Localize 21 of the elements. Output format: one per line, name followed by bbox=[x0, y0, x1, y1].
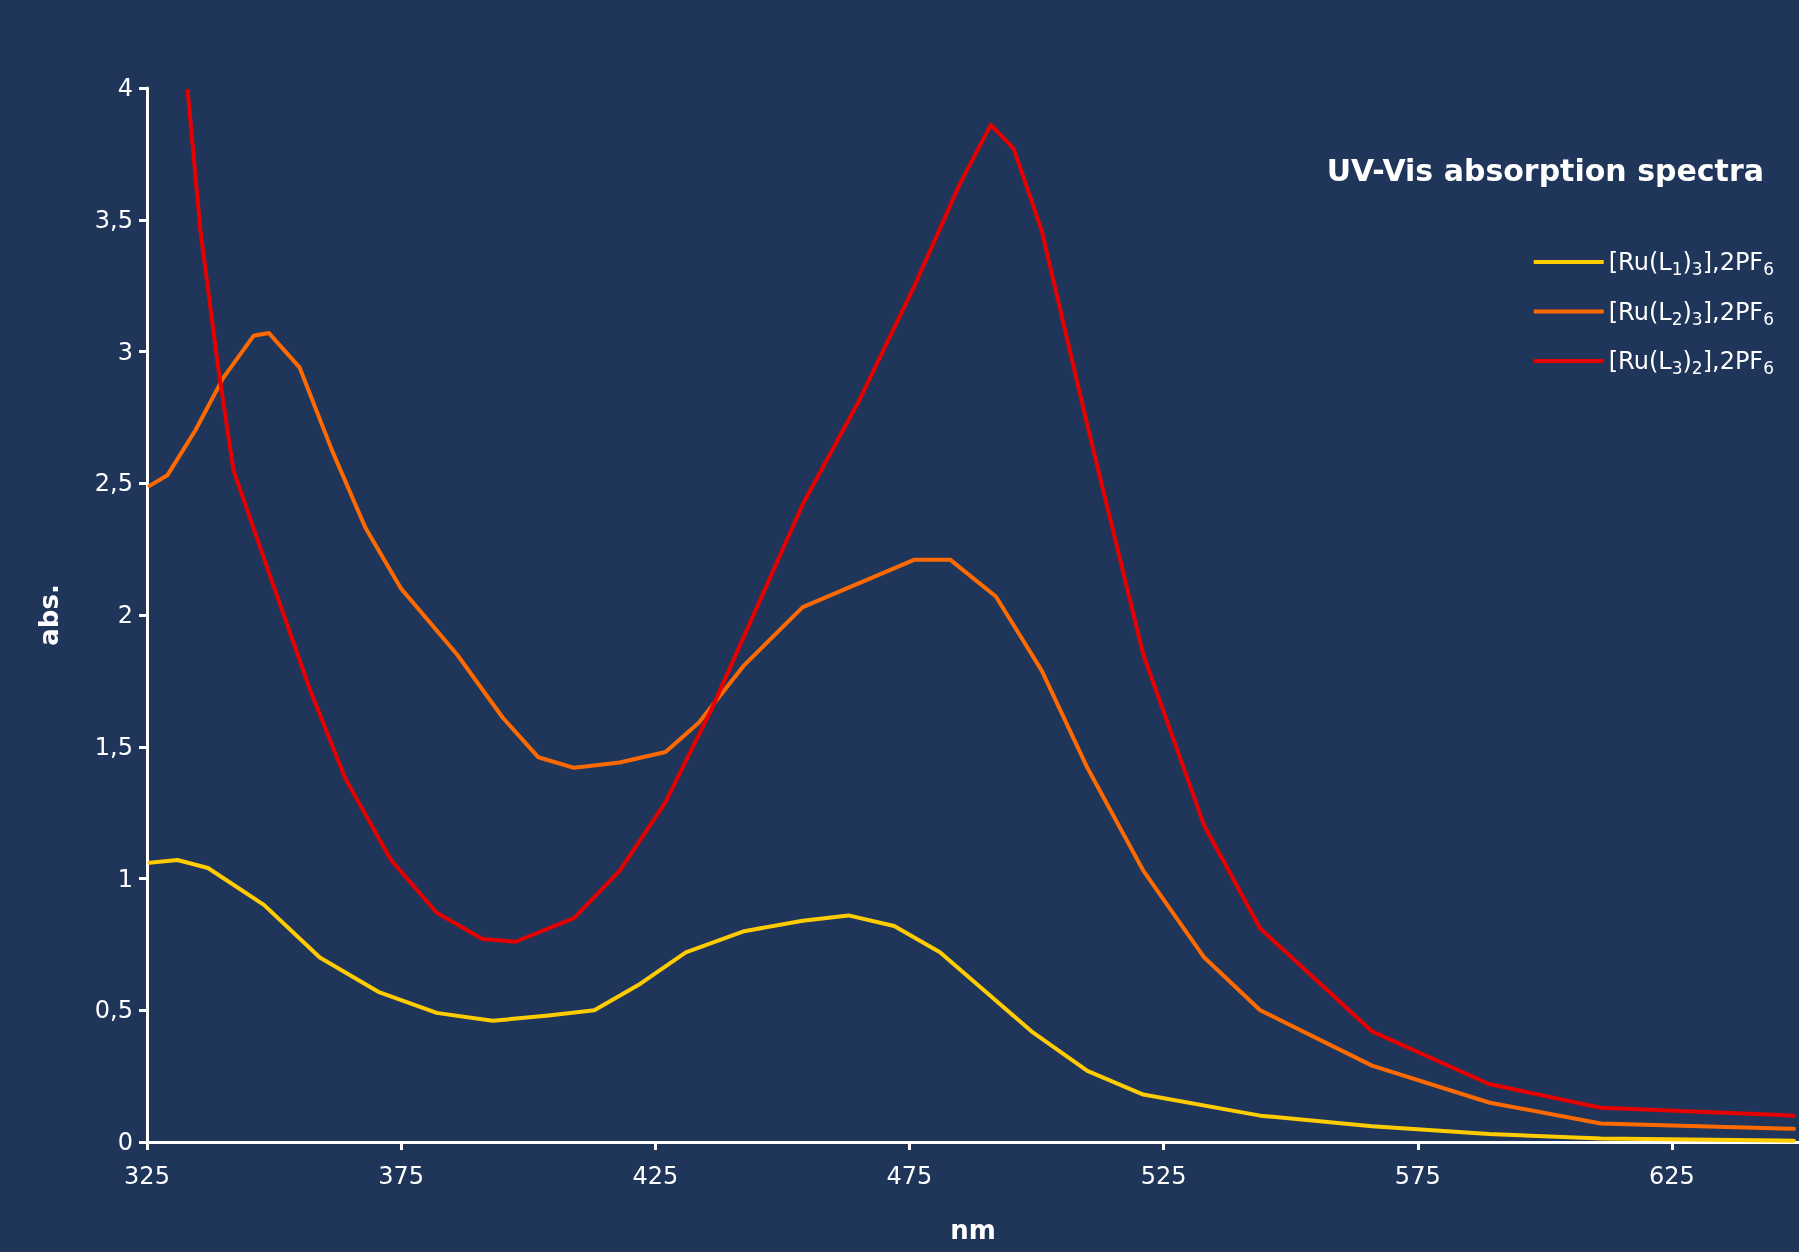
x-tick-label: 325 bbox=[124, 1162, 170, 1190]
y-tick-label: 0 bbox=[117, 1128, 133, 1156]
y-tick-label: 0,5 bbox=[94, 996, 133, 1025]
x-tick-label: 375 bbox=[378, 1162, 425, 1190]
y-tick-label: 1,5 bbox=[94, 732, 133, 761]
x-tick-label: 475 bbox=[886, 1162, 933, 1190]
y-tick-label: 3,5 bbox=[94, 205, 133, 234]
y-tick-label: 4 bbox=[117, 74, 133, 102]
y-tick-label: 2 bbox=[117, 601, 133, 629]
x-tick-label: 575 bbox=[1394, 1162, 1441, 1190]
line-series bbox=[147, 331, 1796, 1131]
y-tick-label: 1 bbox=[117, 864, 133, 893]
x-tick-label: 625 bbox=[1649, 1162, 1695, 1190]
y-tick-label: 3 bbox=[117, 337, 133, 366]
text: UV-Vis absorption spectra bbox=[1326, 152, 1765, 188]
y-axis-title: abs. bbox=[34, 584, 64, 646]
x-tick-label: 525 bbox=[1140, 1162, 1187, 1190]
y-tick-label: 2,5 bbox=[94, 469, 133, 498]
x-tick-label: 425 bbox=[632, 1162, 679, 1190]
x-axis-title: nm bbox=[950, 1215, 996, 1245]
line-series bbox=[185, 88, 1796, 1118]
